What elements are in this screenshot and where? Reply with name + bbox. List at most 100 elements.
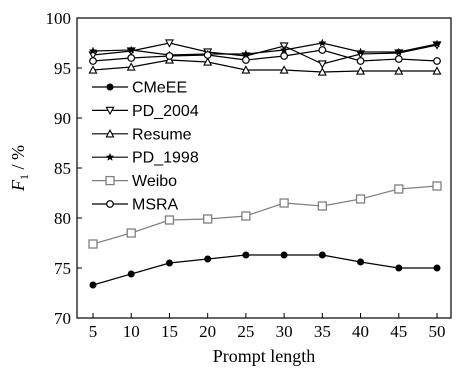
y-axis-title: F1 / % bbox=[8, 145, 31, 192]
point-pd-2004-15 bbox=[164, 39, 174, 48]
x-tick-label-30: 30 bbox=[276, 322, 293, 341]
axes: 5 10 15 20 25 30 35 40 45 50 70 75 80 85 90 95 100 bbox=[46, 9, 452, 341]
series-cmeee bbox=[89, 251, 441, 289]
point-msra-40 bbox=[356, 57, 365, 65]
legend-marker-pd-2004 bbox=[105, 106, 115, 116]
point-msra-20 bbox=[203, 51, 212, 59]
point-msra-30 bbox=[280, 52, 289, 60]
point-pd-1998-50 bbox=[432, 39, 442, 48]
legend-item-weibo: Weibo bbox=[92, 173, 177, 190]
point-resume-30 bbox=[279, 65, 289, 74]
legend-marker-weibo bbox=[105, 175, 115, 186]
point-resume-50 bbox=[432, 66, 442, 75]
legend-label-cmeee: CMeEE bbox=[132, 80, 187, 97]
point-pd-1998-25 bbox=[241, 49, 251, 58]
point-resume-5 bbox=[88, 65, 98, 74]
point-cmeee-45 bbox=[395, 264, 403, 272]
legend-label-pd-2004: PD_2004 bbox=[132, 103, 199, 120]
y-axis-title-rest: / % bbox=[8, 145, 28, 174]
series-line-cmeee bbox=[92, 254, 437, 286]
legend-marker-cmeee bbox=[106, 83, 114, 91]
x-tick-label-10: 10 bbox=[123, 322, 140, 341]
legend-label-pd-1998: PD_1998 bbox=[132, 150, 199, 167]
y-tick-label-100: 100 bbox=[46, 9, 72, 28]
series-msra bbox=[89, 46, 441, 65]
point-msra-10 bbox=[127, 54, 136, 62]
x-tick-label-20: 20 bbox=[199, 322, 216, 341]
y-tick-label-70: 70 bbox=[54, 309, 71, 328]
point-resume-10 bbox=[126, 62, 136, 71]
point-msra-35 bbox=[318, 46, 327, 54]
point-pd-1998-5 bbox=[88, 46, 98, 55]
series-line-weibo bbox=[92, 185, 438, 245]
point-weibo-50 bbox=[432, 181, 442, 191]
point-weibo-20 bbox=[203, 214, 213, 224]
point-msra-50 bbox=[433, 57, 441, 65]
point-weibo-35 bbox=[317, 201, 327, 211]
point-weibo-30 bbox=[279, 198, 289, 208]
y-axis-title-main: F bbox=[8, 179, 28, 192]
point-resume-45 bbox=[394, 66, 404, 75]
point-weibo-25 bbox=[241, 211, 251, 221]
legend-label-weibo: Weibo bbox=[132, 173, 177, 190]
point-cmeee-10 bbox=[127, 270, 135, 278]
point-cmeee-15 bbox=[165, 259, 173, 267]
series-layer bbox=[88, 38, 442, 289]
point-cmeee-20 bbox=[204, 255, 212, 263]
point-weibo-45 bbox=[394, 184, 404, 194]
point-pd-1998-35 bbox=[318, 38, 327, 47]
point-resume-25 bbox=[241, 65, 251, 74]
point-msra-45 bbox=[394, 55, 403, 63]
point-msra-25 bbox=[241, 56, 250, 64]
point-msra-5 bbox=[89, 57, 97, 65]
point-cmeee-25 bbox=[242, 251, 250, 259]
legend: CMeEE PD_2004 Resume PD_1998 Weibo MSRA bbox=[92, 80, 199, 214]
legend-item-pd-2004: PD_2004 bbox=[92, 103, 199, 120]
point-weibo-40 bbox=[355, 194, 366, 204]
point-pd-2004-35 bbox=[317, 60, 327, 69]
y-tick-label-95: 95 bbox=[54, 59, 71, 78]
point-cmeee-35 bbox=[318, 251, 326, 259]
point-weibo-5 bbox=[88, 239, 98, 249]
point-pd-1998-40 bbox=[356, 47, 365, 56]
point-msra-15 bbox=[165, 52, 174, 60]
legend-item-resume: Resume bbox=[92, 126, 192, 143]
x-tick-label-35: 35 bbox=[314, 322, 331, 341]
point-weibo-10 bbox=[126, 228, 136, 238]
point-weibo-15 bbox=[164, 215, 175, 225]
series-line-resume bbox=[92, 59, 437, 73]
series-weibo bbox=[88, 181, 442, 249]
point-cmeee-30 bbox=[280, 251, 288, 259]
y-axis-title-sub: 1 bbox=[17, 174, 31, 180]
series-line-pd-2004 bbox=[92, 42, 438, 65]
point-cmeee-5 bbox=[89, 281, 97, 289]
legend-marker-pd-1998 bbox=[105, 152, 115, 161]
y-tick-label-80: 80 bbox=[54, 209, 71, 228]
point-pd-1998-10 bbox=[126, 45, 136, 54]
point-pd-1998-45 bbox=[394, 47, 404, 56]
series-line-pd-1998 bbox=[92, 42, 438, 56]
x-tick-label-50: 50 bbox=[429, 322, 446, 341]
x-tick-label-40: 40 bbox=[352, 322, 369, 341]
point-resume-40 bbox=[356, 66, 366, 75]
legend-item-msra: MSRA bbox=[92, 197, 179, 214]
x-axis-title: Prompt length bbox=[213, 346, 316, 366]
point-resume-20 bbox=[203, 57, 213, 66]
legend-item-cmeee: CMeEE bbox=[92, 80, 187, 97]
legend-label-msra: MSRA bbox=[132, 197, 179, 214]
legend-label-resume: Resume bbox=[132, 126, 192, 143]
y-tick-label-85: 85 bbox=[54, 159, 71, 178]
point-cmeee-50 bbox=[433, 264, 441, 272]
point-pd-1998-30 bbox=[279, 45, 289, 54]
series-pd-2004 bbox=[88, 39, 442, 69]
series-line-msra bbox=[92, 49, 438, 62]
y-tick-label-75: 75 bbox=[54, 259, 71, 278]
x-tick-label-15: 15 bbox=[161, 322, 178, 341]
x-tick-label-25: 25 bbox=[237, 322, 254, 341]
point-resume-35 bbox=[317, 67, 327, 76]
series-resume bbox=[88, 55, 442, 76]
legend-item-pd-1998: PD_1998 bbox=[92, 150, 199, 167]
legend-marker-resume bbox=[105, 129, 115, 138]
